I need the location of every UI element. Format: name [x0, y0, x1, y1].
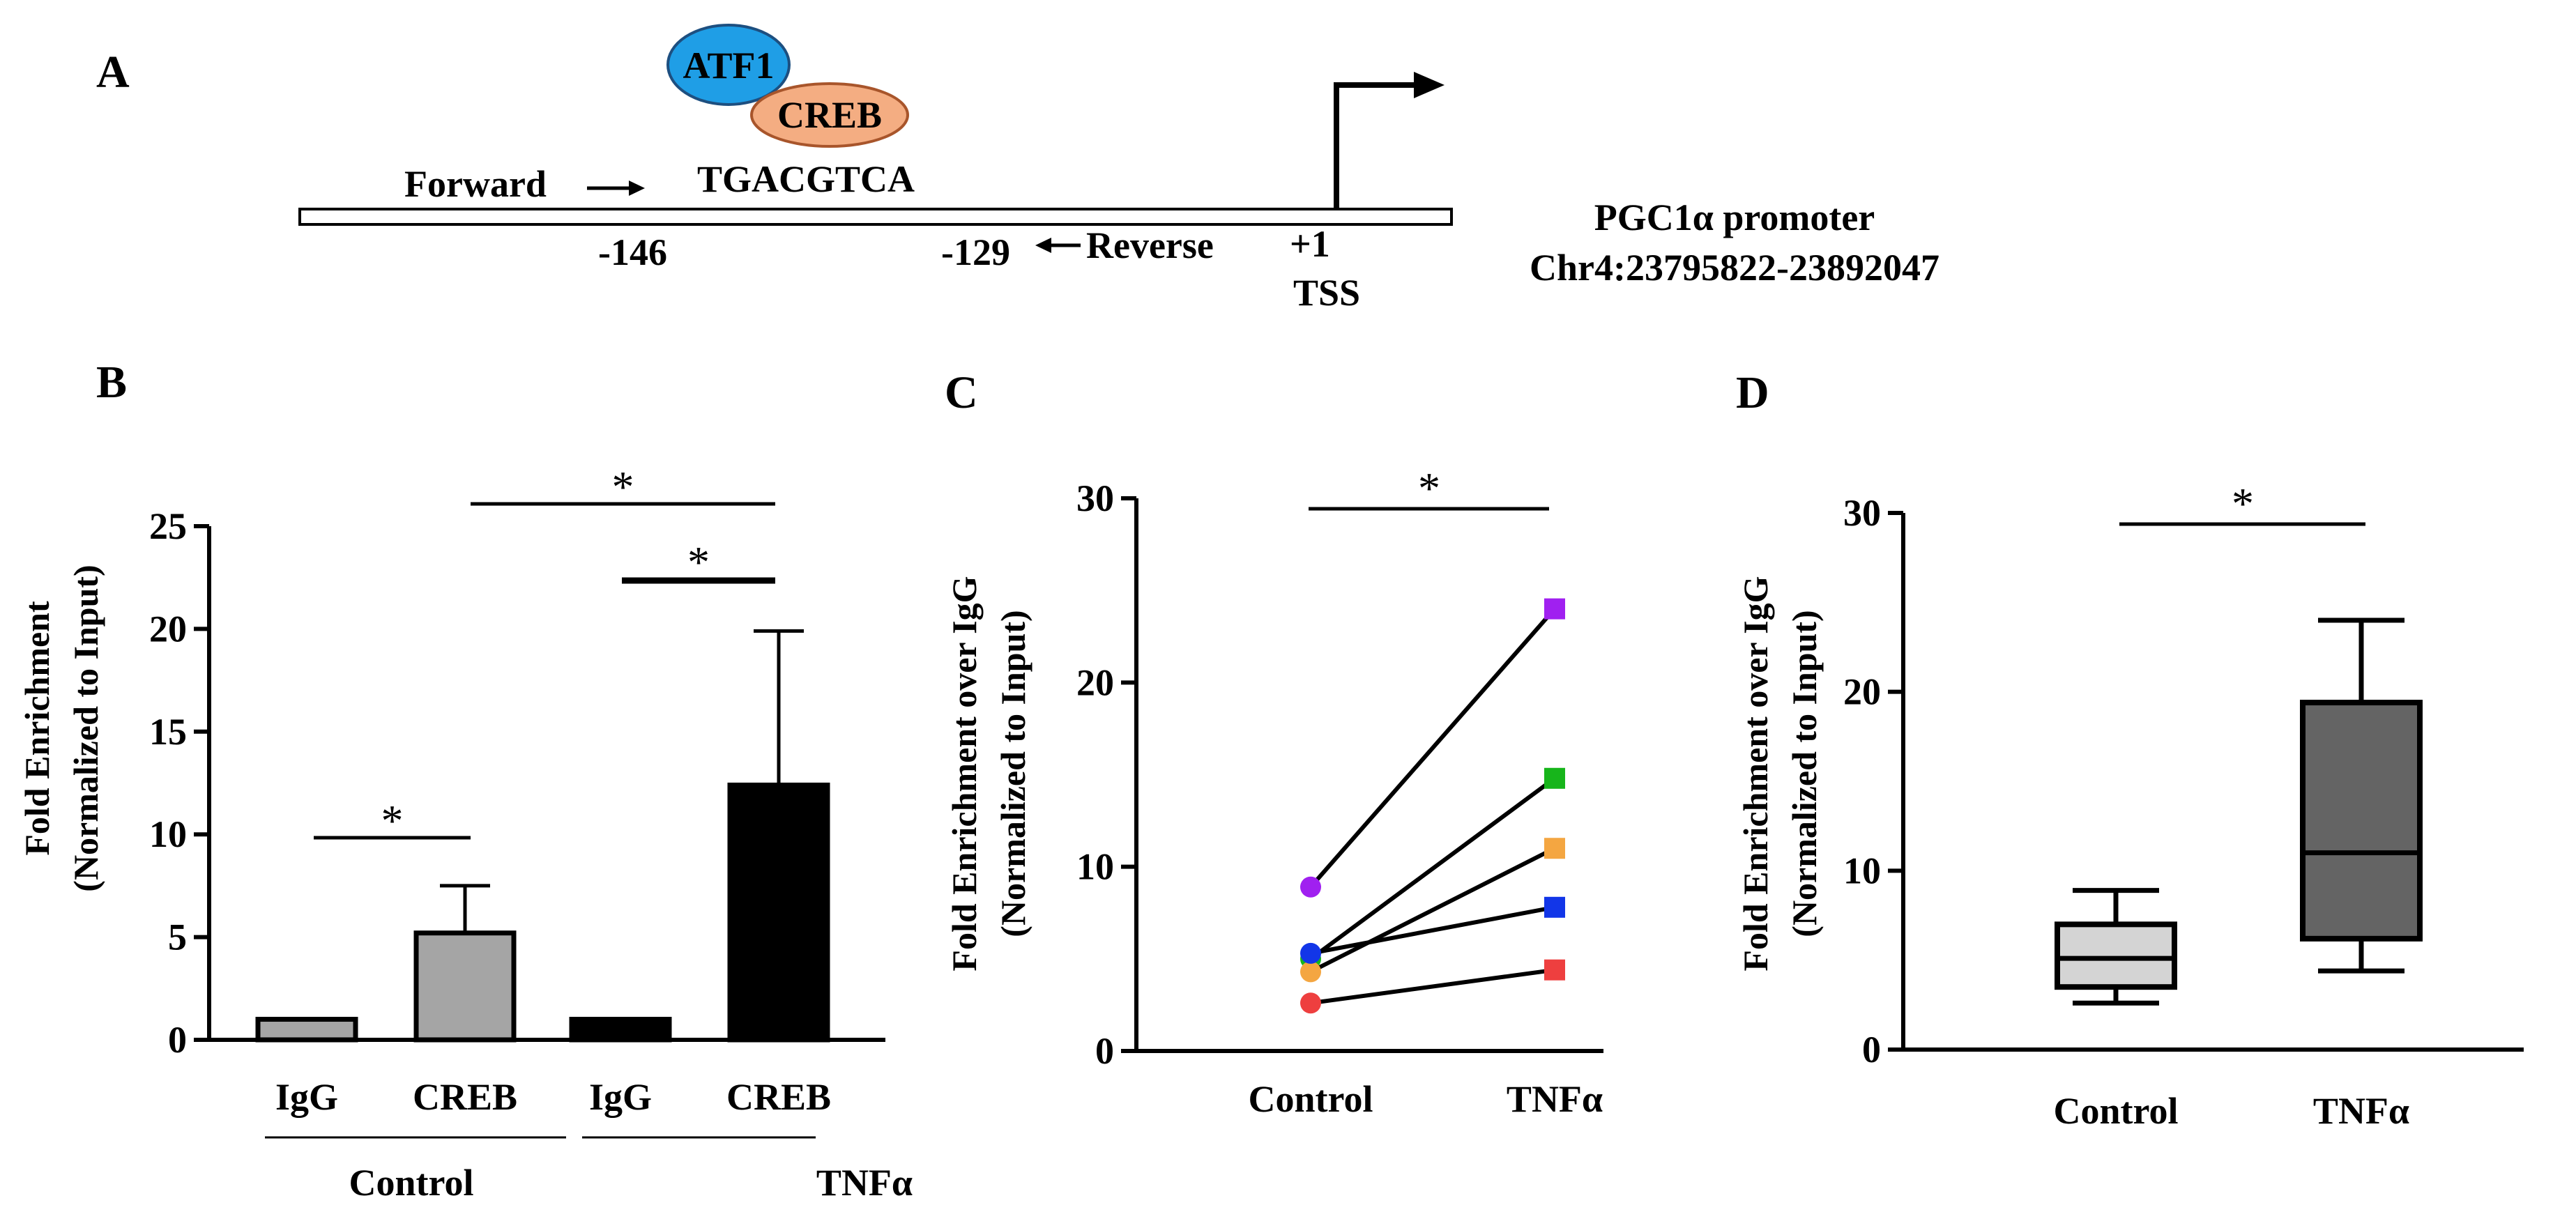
c-ytick-label-1: 10	[1076, 846, 1114, 888]
panel-a-letter: A	[96, 47, 130, 98]
b-ylabel-1: Fold Enrichment	[17, 601, 56, 856]
c-series-line-1	[1309, 776, 1556, 961]
c-ytick-label-2: 20	[1076, 661, 1114, 703]
c-ytick-label-0: 0	[1095, 1030, 1114, 1072]
panel-a: A ATF1 CREB TGACGTCA Forward -146 -129 R…	[96, 24, 1939, 314]
b-category-label-3: CREB	[726, 1076, 831, 1118]
pos-plus1-label: +1	[1290, 223, 1330, 265]
c-tnf-point-3	[1544, 896, 1565, 918]
b-ylabel-2: (Normalized to Input)	[66, 565, 105, 891]
c-tnf-point-0	[1544, 598, 1565, 620]
d-ytick-label-1: 10	[1843, 850, 1881, 891]
b-category-label-0: IgG	[275, 1076, 338, 1118]
c-tnf-point-1	[1544, 767, 1565, 789]
c-ylabel-1: Fold Enrichment over IgG	[945, 576, 984, 971]
c-ytick-label-3: 30	[1076, 477, 1114, 519]
tss-label: TSS	[1293, 272, 1360, 314]
b-ytick-label-3: 15	[149, 711, 187, 753]
c-control-point-0	[1300, 876, 1321, 898]
pos-146-label: -146	[598, 231, 667, 273]
c-series-line-4	[1310, 967, 1555, 1006]
b-ytick-label-2: 10	[149, 813, 187, 855]
d-box-0	[2055, 921, 2177, 990]
panel-c-chart: Fold Enrichment over IgG (Normalized to …	[945, 463, 1603, 1120]
panel-b-chart: Fold Enrichment (Normalized to Input) TN…	[17, 462, 913, 1204]
panel-c-letter: C	[945, 367, 978, 418]
motif-label: TGACGTCA	[697, 158, 915, 200]
b-bar-1	[413, 930, 517, 1043]
c-control-point-3	[1300, 942, 1321, 964]
chromosome-label: Chr4:23795822-23892047	[1530, 247, 1939, 289]
b-significance-star-0: *	[381, 796, 404, 845]
pos-129-label: -129	[941, 231, 1010, 273]
b-ytick-label-1: 5	[168, 916, 187, 958]
promoter-name-label: PGC1α promoter	[1594, 197, 1875, 238]
d-ylabel-2: (Normalized to Input)	[1785, 610, 1824, 937]
reverse-label: Reverse	[1086, 224, 1214, 266]
d-ytick-label-2: 20	[1843, 671, 1881, 713]
c-control-point-2	[1300, 961, 1321, 983]
b-group-label-1: TNFα	[816, 1162, 913, 1204]
forward-label: Forward	[404, 163, 547, 205]
c-series-line-0	[1309, 607, 1557, 889]
creb-ellipse	[750, 82, 909, 148]
d-ylabel-1: Fold Enrichment over IgG	[1736, 576, 1775, 971]
d-category-label-1: TNFα	[2313, 1090, 2409, 1132]
promoter-bar	[298, 208, 1453, 226]
b-significance-star-2: *	[612, 462, 634, 512]
b-ytick-label-0: 0	[168, 1019, 187, 1061]
b-group-label-0: Control	[349, 1162, 473, 1204]
tss-arrow-head	[1414, 72, 1445, 98]
atf1-label: ATF1	[683, 45, 775, 86]
b-ytick-label-5: 25	[149, 505, 187, 547]
atf1-ellipse	[666, 24, 791, 106]
forward-arrow-head	[629, 181, 645, 196]
reverse-arrow-head	[1035, 238, 1051, 253]
c-category-label-0: Control	[1248, 1078, 1373, 1120]
d-ytick-label-0: 0	[1862, 1029, 1881, 1070]
d-category-label-0: Control	[2053, 1090, 2178, 1132]
b-bar-2	[569, 1017, 672, 1043]
panel-b-letter: B	[96, 357, 127, 408]
c-category-label-1: TNFα	[1507, 1078, 1603, 1120]
b-ytick-label-4: 20	[149, 608, 187, 650]
b-category-label-1: CREB	[413, 1076, 517, 1118]
d-ytick-label-3: 30	[1843, 492, 1881, 534]
panel-d-letter: D	[1736, 367, 1769, 418]
b-bar-0	[255, 1017, 358, 1043]
c-tnf-point-4	[1544, 959, 1565, 981]
c-series-line-3	[1310, 905, 1555, 955]
c-series-line-2	[1309, 846, 1556, 974]
c-control-point-4	[1300, 992, 1321, 1014]
c-tnf-point-2	[1544, 838, 1565, 859]
b-significance-star-1: *	[687, 537, 710, 587]
d-significance-star: *	[2232, 479, 2254, 528]
b-bar-3	[727, 782, 830, 1043]
d-box-1	[2300, 700, 2423, 942]
c-ylabel-2: (Normalized to Input)	[993, 610, 1032, 937]
b-category-label-2: IgG	[589, 1076, 652, 1118]
creb-label: CREB	[777, 94, 882, 136]
panel-d-chart: Fold Enrichment over IgG (Normalized to …	[1736, 479, 2524, 1132]
c-significance-star: *	[1418, 463, 1440, 513]
